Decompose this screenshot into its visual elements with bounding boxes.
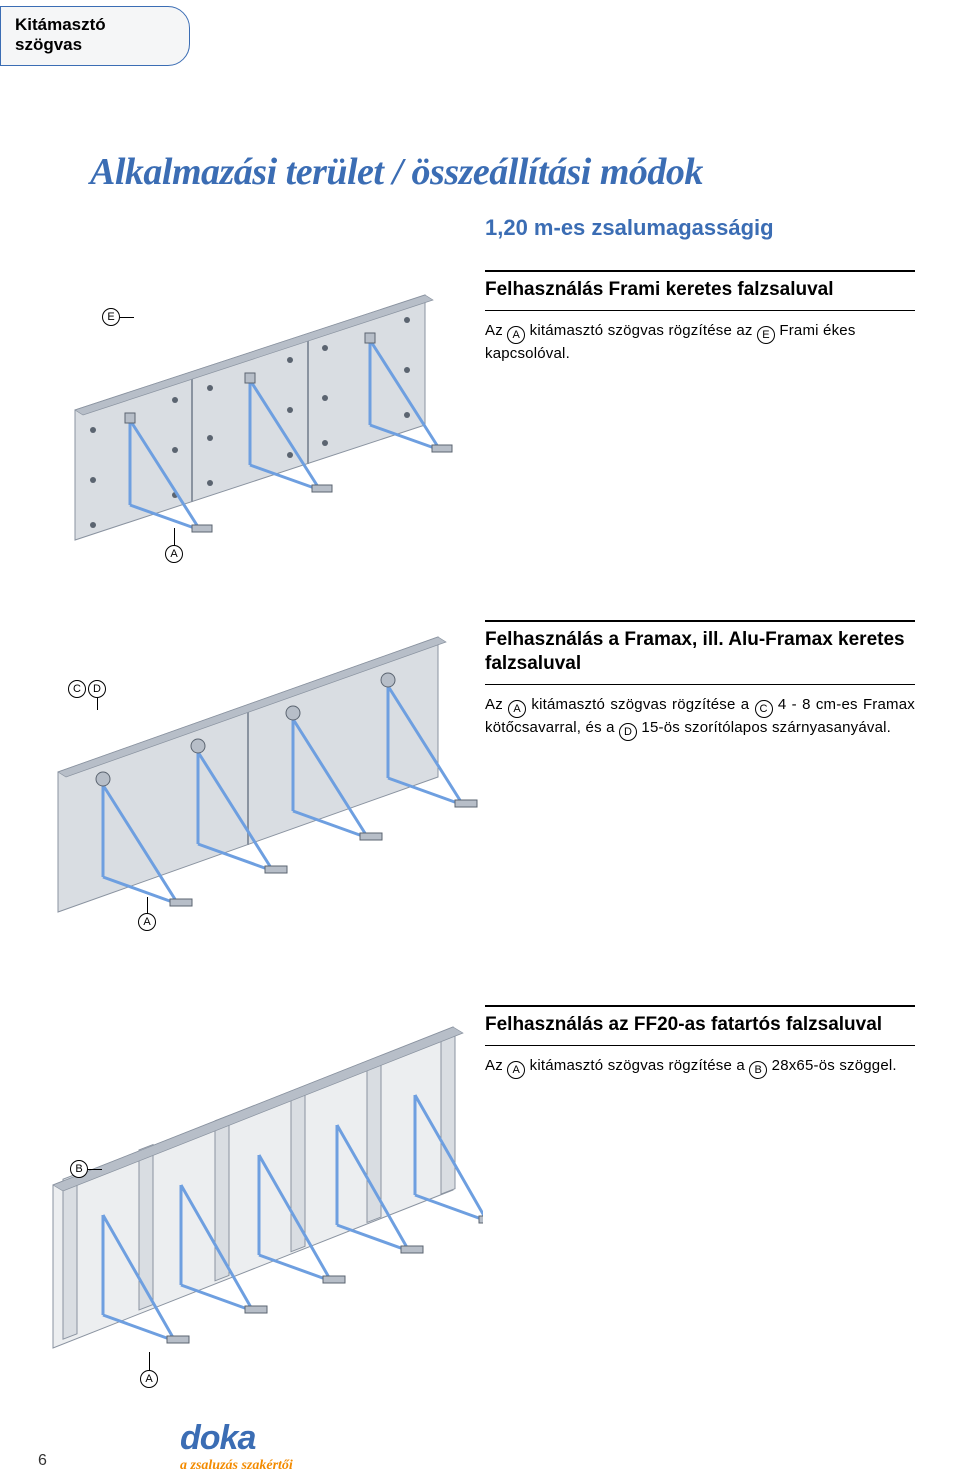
tab-line2: szögvas (15, 35, 175, 55)
callout-A: A (138, 913, 156, 931)
ref-D-icon: D (619, 723, 637, 741)
callout-E: E (102, 308, 120, 326)
section-1-body: Az A kitámasztó szögvas rögzítése az E F… (485, 321, 915, 365)
ref-A-icon: A (507, 326, 525, 344)
brand-slogan: a zsaluzás szakértői (180, 1458, 293, 1474)
ref-B-icon: B (749, 1061, 767, 1079)
section-2-heading: Felhasználás a Framax, ill. Alu-Framax k… (485, 628, 915, 680)
ref-A-icon: A (507, 1061, 525, 1079)
callout-lead (88, 1169, 102, 1170)
ref-C-icon: C (755, 700, 773, 718)
ref-A-icon: A (508, 700, 526, 718)
rule (485, 1045, 915, 1046)
rule (485, 310, 915, 311)
page-number: 6 (38, 1452, 47, 1470)
header-tab: Kitámasztó szögvas (0, 6, 190, 66)
callout-lead (147, 897, 148, 914)
figure-3-svg (28, 1000, 483, 1400)
ref-E-icon: E (757, 326, 775, 344)
section-3-heading: Felhasználás az FF20-as fatartós falzsal… (485, 1013, 915, 1041)
rule (485, 1005, 915, 1007)
page-title: Alkalmazási terület / összeállítási módo… (90, 150, 703, 194)
tab-line1: Kitámasztó (15, 15, 175, 35)
figure-2-svg (28, 615, 483, 935)
callout-lead (120, 317, 134, 318)
section-2: Felhasználás a Framax, ill. Alu-Framax k… (485, 620, 915, 741)
section-1-heading: Felhasználás Frami keretes falzsaluval (485, 278, 915, 306)
brand-name: doka (180, 1419, 293, 1458)
page-subtitle: 1,20 m-es zsalumagasságig (485, 215, 774, 241)
callout-D: D (88, 680, 106, 698)
brand-logo: doka a zsaluzás szakértői (180, 1419, 293, 1474)
rule (485, 684, 915, 685)
rule (485, 270, 915, 272)
figure-2: C D A (28, 615, 483, 935)
section-3: Felhasználás az FF20-as fatartós falzsal… (485, 1005, 915, 1079)
callout-A: A (165, 545, 183, 563)
callout-lead (174, 528, 175, 546)
rule (485, 620, 915, 622)
callout-lead (149, 1352, 150, 1371)
figure-1: E A (40, 270, 480, 570)
section-1: Felhasználás Frami keretes falzsaluval A… (485, 270, 915, 364)
section-3-body: Az A kitámasztó szögvas rögzítése a B 28… (485, 1056, 915, 1079)
section-2-body: Az A kitámasztó szögvas rögzítése a C 4 … (485, 695, 915, 742)
figure-3: B A (28, 1000, 483, 1400)
callout-B: B (70, 1160, 88, 1178)
callout-lead (97, 698, 98, 710)
callout-A: A (140, 1370, 158, 1388)
callout-C: C (68, 680, 86, 698)
